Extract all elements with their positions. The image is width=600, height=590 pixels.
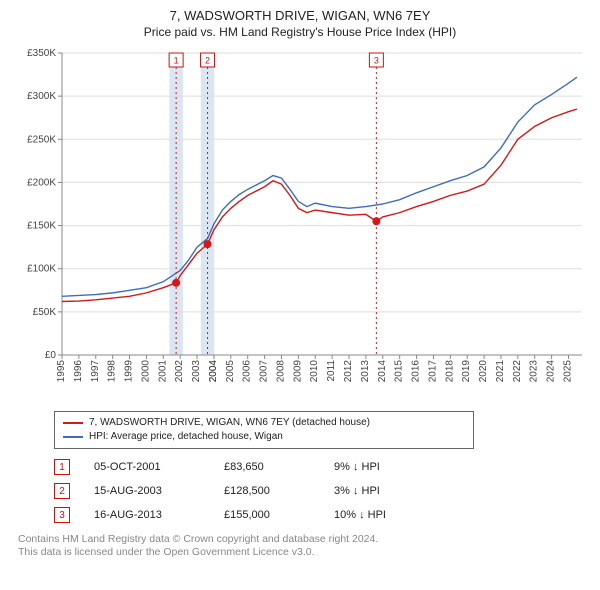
svg-text:£0: £0 xyxy=(45,350,57,361)
svg-text:2012: 2012 xyxy=(343,360,354,383)
sale-diff: 10% ↓ HPI xyxy=(334,509,434,521)
svg-text:1995: 1995 xyxy=(56,360,67,383)
svg-text:2017: 2017 xyxy=(427,360,438,383)
attribution-line2: This data is licensed under the Open Gov… xyxy=(18,546,588,559)
sale-diff: 3% ↓ HPI xyxy=(334,485,434,497)
svg-text:2005: 2005 xyxy=(225,360,236,383)
legend-box: 7, WADSWORTH DRIVE, WIGAN, WN6 7EY (deta… xyxy=(54,411,474,449)
svg-text:2002: 2002 xyxy=(174,360,185,383)
svg-text:2023: 2023 xyxy=(529,360,540,383)
sale-marker-box: 3 xyxy=(54,507,70,523)
svg-text:2016: 2016 xyxy=(411,360,422,383)
svg-text:1999: 1999 xyxy=(124,360,135,383)
svg-text:2010: 2010 xyxy=(309,360,320,383)
sale-date: 16-AUG-2013 xyxy=(94,509,224,521)
sale-marker-box: 2 xyxy=(54,483,70,499)
svg-text:2008: 2008 xyxy=(275,360,286,383)
svg-text:1996: 1996 xyxy=(73,360,84,383)
attribution-line1: Contains HM Land Registry data © Crown c… xyxy=(18,533,588,546)
sale-row: 1 05-OCT-2001£83,6509% ↓ HPI xyxy=(54,455,588,479)
svg-text:£50K: £50K xyxy=(33,307,57,318)
svg-text:2024: 2024 xyxy=(546,360,557,383)
legend-swatch xyxy=(63,422,83,424)
svg-text:2011: 2011 xyxy=(326,360,337,382)
chart-title: 7, WADSWORTH DRIVE, WIGAN, WN6 7EY xyxy=(12,8,588,23)
svg-text:2019: 2019 xyxy=(461,360,472,383)
svg-text:1997: 1997 xyxy=(90,360,101,383)
sales-table: 1 05-OCT-2001£83,6509% ↓ HPI 2 15-AUG-2003£… xyxy=(54,455,588,527)
svg-text:2018: 2018 xyxy=(444,360,455,383)
svg-text:2015: 2015 xyxy=(394,360,405,383)
sale-diff: 9% ↓ HPI xyxy=(334,461,434,473)
svg-text:2000: 2000 xyxy=(140,360,151,383)
svg-text:1: 1 xyxy=(174,56,179,66)
svg-text:2009: 2009 xyxy=(292,360,303,383)
chart-area: £0 £50K £100K £150K £200K £250K £300K £350K 1995… xyxy=(12,45,588,405)
legend-swatch xyxy=(63,436,83,438)
line-chart-svg: £0 £50K £100K £150K £200K £250K £300K £350K 1995… xyxy=(12,45,588,405)
attribution: Contains HM Land Registry data © Crown c… xyxy=(12,533,588,559)
sale-date: 15-AUG-2003 xyxy=(94,485,224,497)
legend-label: 7, WADSWORTH DRIVE, WIGAN, WN6 7EY (deta… xyxy=(89,416,370,430)
svg-text:£150K: £150K xyxy=(27,221,56,232)
svg-text:2020: 2020 xyxy=(478,360,489,383)
svg-text:1998: 1998 xyxy=(107,360,118,383)
sale-row: 2 15-AUG-2003£128,5003% ↓ HPI xyxy=(54,479,588,503)
chart-container: 7, WADSWORTH DRIVE, WIGAN, WN6 7EY Price… xyxy=(0,0,600,590)
svg-text:2001: 2001 xyxy=(157,360,168,383)
svg-text:3: 3 xyxy=(374,56,379,66)
svg-text:£300K: £300K xyxy=(27,91,56,102)
svg-text:2003: 2003 xyxy=(191,360,202,383)
svg-text:2025: 2025 xyxy=(562,360,573,383)
svg-text:2022: 2022 xyxy=(512,360,523,383)
sale-date: 05-OCT-2001 xyxy=(94,461,224,473)
legend-item: 7, WADSWORTH DRIVE, WIGAN, WN6 7EY (deta… xyxy=(63,416,465,430)
sale-price: £128,500 xyxy=(224,485,334,497)
svg-text:2014: 2014 xyxy=(377,360,388,383)
sale-price: £155,000 xyxy=(224,509,334,521)
svg-text:2: 2 xyxy=(205,56,210,66)
svg-text:£350K: £350K xyxy=(27,48,56,59)
legend-item: HPI: Average price, detached house, Wiga… xyxy=(63,430,465,444)
svg-text:2004: 2004 xyxy=(208,360,219,383)
svg-text:£200K: £200K xyxy=(27,177,56,188)
sale-marker-box: 1 xyxy=(54,459,70,475)
svg-text:2013: 2013 xyxy=(360,360,371,383)
sale-price: £83,650 xyxy=(224,461,334,473)
sale-row: 3 16-AUG-2013£155,00010% ↓ HPI xyxy=(54,503,588,527)
svg-text:£250K: £250K xyxy=(27,134,56,145)
svg-text:2006: 2006 xyxy=(242,360,253,383)
chart-subtitle: Price paid vs. HM Land Registry's House … xyxy=(12,25,588,39)
svg-text:2007: 2007 xyxy=(259,360,270,383)
svg-text:2021: 2021 xyxy=(495,360,506,383)
svg-text:£100K: £100K xyxy=(27,264,56,275)
legend-label: HPI: Average price, detached house, Wiga… xyxy=(89,430,283,444)
